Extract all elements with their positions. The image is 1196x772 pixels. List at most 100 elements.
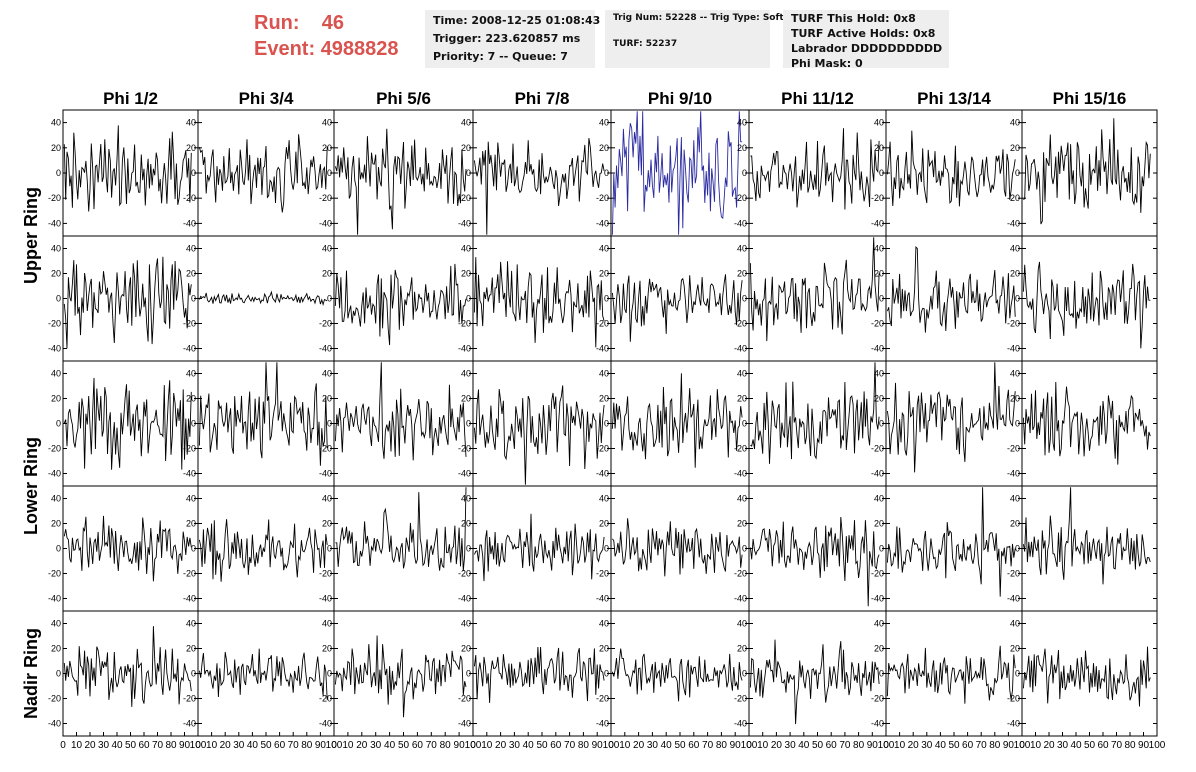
panel-frame xyxy=(748,109,887,237)
waveform-trace xyxy=(611,648,743,702)
waveform-panel xyxy=(472,610,612,737)
y-tick-label: 20 xyxy=(874,269,884,279)
y-tick-label: 20 xyxy=(1010,143,1020,153)
waveform-trace xyxy=(611,274,743,342)
waveform-trace xyxy=(1022,261,1151,349)
y-tick-label: 40 xyxy=(186,244,196,254)
x-tick-label: 20 xyxy=(356,740,368,751)
waveform-panel xyxy=(610,610,750,737)
column-header: Phi 13/14 xyxy=(917,89,991,108)
y-tick-label: 0 xyxy=(604,294,609,304)
y-tick-label: 0 xyxy=(327,419,332,429)
waveform-trace xyxy=(63,626,192,707)
panel-frame xyxy=(333,235,474,362)
waveform-panel xyxy=(1021,610,1158,737)
x-tick-label: 90 xyxy=(867,740,879,751)
y-tick-label: 0 xyxy=(1015,168,1020,178)
y-tick-label: 20 xyxy=(186,519,196,529)
y-tick-label: 0 xyxy=(604,168,609,178)
trigger-info-box: Trig Num: 52228 -- Trig Type: Soft TURF:… xyxy=(605,10,784,68)
waveform-trace xyxy=(198,134,328,213)
x-tick-label: 30 xyxy=(1057,740,1069,751)
waveform-panel xyxy=(1021,109,1158,237)
x-tick-label: 50 xyxy=(1084,740,1096,751)
x-tick-label: 60 xyxy=(412,740,424,751)
y-tick-label: 40 xyxy=(737,244,747,254)
y-tick-label: -40 xyxy=(596,469,609,479)
waveform-trace xyxy=(473,513,605,582)
y-tick-label: -20 xyxy=(734,193,747,203)
waveform-panel xyxy=(197,109,335,237)
waveform-panel xyxy=(197,485,335,612)
y-tick-label: 20 xyxy=(737,394,747,404)
y-tick-label: -20 xyxy=(871,569,884,579)
column-header: Phi 5/6 xyxy=(376,89,431,108)
y-tick-label: -40 xyxy=(734,469,747,479)
waveform-trace xyxy=(749,639,880,725)
run-event-header: Run: 46 Event: 4988828 xyxy=(254,10,399,62)
y-tick-label: 20 xyxy=(461,143,471,153)
y-tick-label: 40 xyxy=(51,244,61,254)
y-tick-label: 0 xyxy=(742,669,747,679)
y-tick-label: 0 xyxy=(1015,544,1020,554)
waveform-trace xyxy=(198,648,328,700)
y-tick-label: 0 xyxy=(742,544,747,554)
y-tick-label: 40 xyxy=(737,118,747,128)
x-tick-label: 90 xyxy=(1138,740,1150,751)
x-tick-label: 90 xyxy=(179,740,191,751)
y-tick-label: 0 xyxy=(466,419,471,429)
waveform-panel xyxy=(472,109,612,237)
y-tick-label: -20 xyxy=(458,694,471,704)
y-tick-label: -40 xyxy=(183,594,196,604)
y-tick-label: 40 xyxy=(599,118,609,128)
waveform-panel xyxy=(62,235,199,362)
x-tick-label: 10 xyxy=(481,740,493,751)
y-tick-label: -40 xyxy=(1007,469,1020,479)
x-tick-label: 80 xyxy=(301,740,313,751)
x-tick-label: 30 xyxy=(647,740,659,751)
waveform-panel xyxy=(333,485,474,612)
panel-frame xyxy=(62,109,199,237)
y-tick-label: -40 xyxy=(1007,218,1020,228)
y-tick-label: 0 xyxy=(56,294,61,304)
y-tick-label: -40 xyxy=(596,594,609,604)
y-tick-label: 40 xyxy=(322,118,332,128)
y-tick-label: -20 xyxy=(871,193,884,203)
y-tick-label: -40 xyxy=(734,218,747,228)
y-tick-label: -20 xyxy=(319,444,332,454)
y-tick-label: -20 xyxy=(871,694,884,704)
x-tick-label: 0 xyxy=(608,740,614,751)
x-tick-label: 40 xyxy=(935,740,947,751)
x-tick-label: 90 xyxy=(315,740,327,751)
y-tick-label: -20 xyxy=(1007,319,1020,329)
waveform-trace xyxy=(1022,646,1151,707)
waveform-trace xyxy=(63,256,192,349)
y-tick-label: -20 xyxy=(1007,444,1020,454)
x-tick-label: 70 xyxy=(564,740,576,751)
y-tick-label: 20 xyxy=(51,143,61,153)
y-tick-label: 20 xyxy=(599,269,609,279)
column-header: Phi 9/10 xyxy=(648,89,712,108)
x-tick-label: 80 xyxy=(989,740,1001,751)
y-tick-label: -40 xyxy=(1007,344,1020,354)
waveform-panel xyxy=(333,235,474,362)
panel-frame xyxy=(333,610,474,737)
y-tick-label: -40 xyxy=(596,719,609,729)
x-tick-label: 50 xyxy=(398,740,410,751)
waveform-panel xyxy=(748,360,887,487)
waveform-panel xyxy=(1021,360,1158,487)
waveform-panel xyxy=(885,235,1023,362)
x-tick-label: 60 xyxy=(688,740,700,751)
y-tick-label: 20 xyxy=(186,394,196,404)
y-tick-label: -20 xyxy=(734,569,747,579)
x-tick-label: 10 xyxy=(894,740,906,751)
waveform-panel xyxy=(610,485,750,612)
x-tick-label: 90 xyxy=(1003,740,1015,751)
y-tick-label: 40 xyxy=(1010,619,1020,629)
x-tick-label: 100 xyxy=(878,740,895,751)
y-tick-label: -40 xyxy=(1007,594,1020,604)
x-tick-label: 30 xyxy=(233,740,245,751)
panel-frame xyxy=(197,485,335,612)
panel-frame xyxy=(472,360,612,487)
run-row: Run: 46 xyxy=(254,10,399,36)
